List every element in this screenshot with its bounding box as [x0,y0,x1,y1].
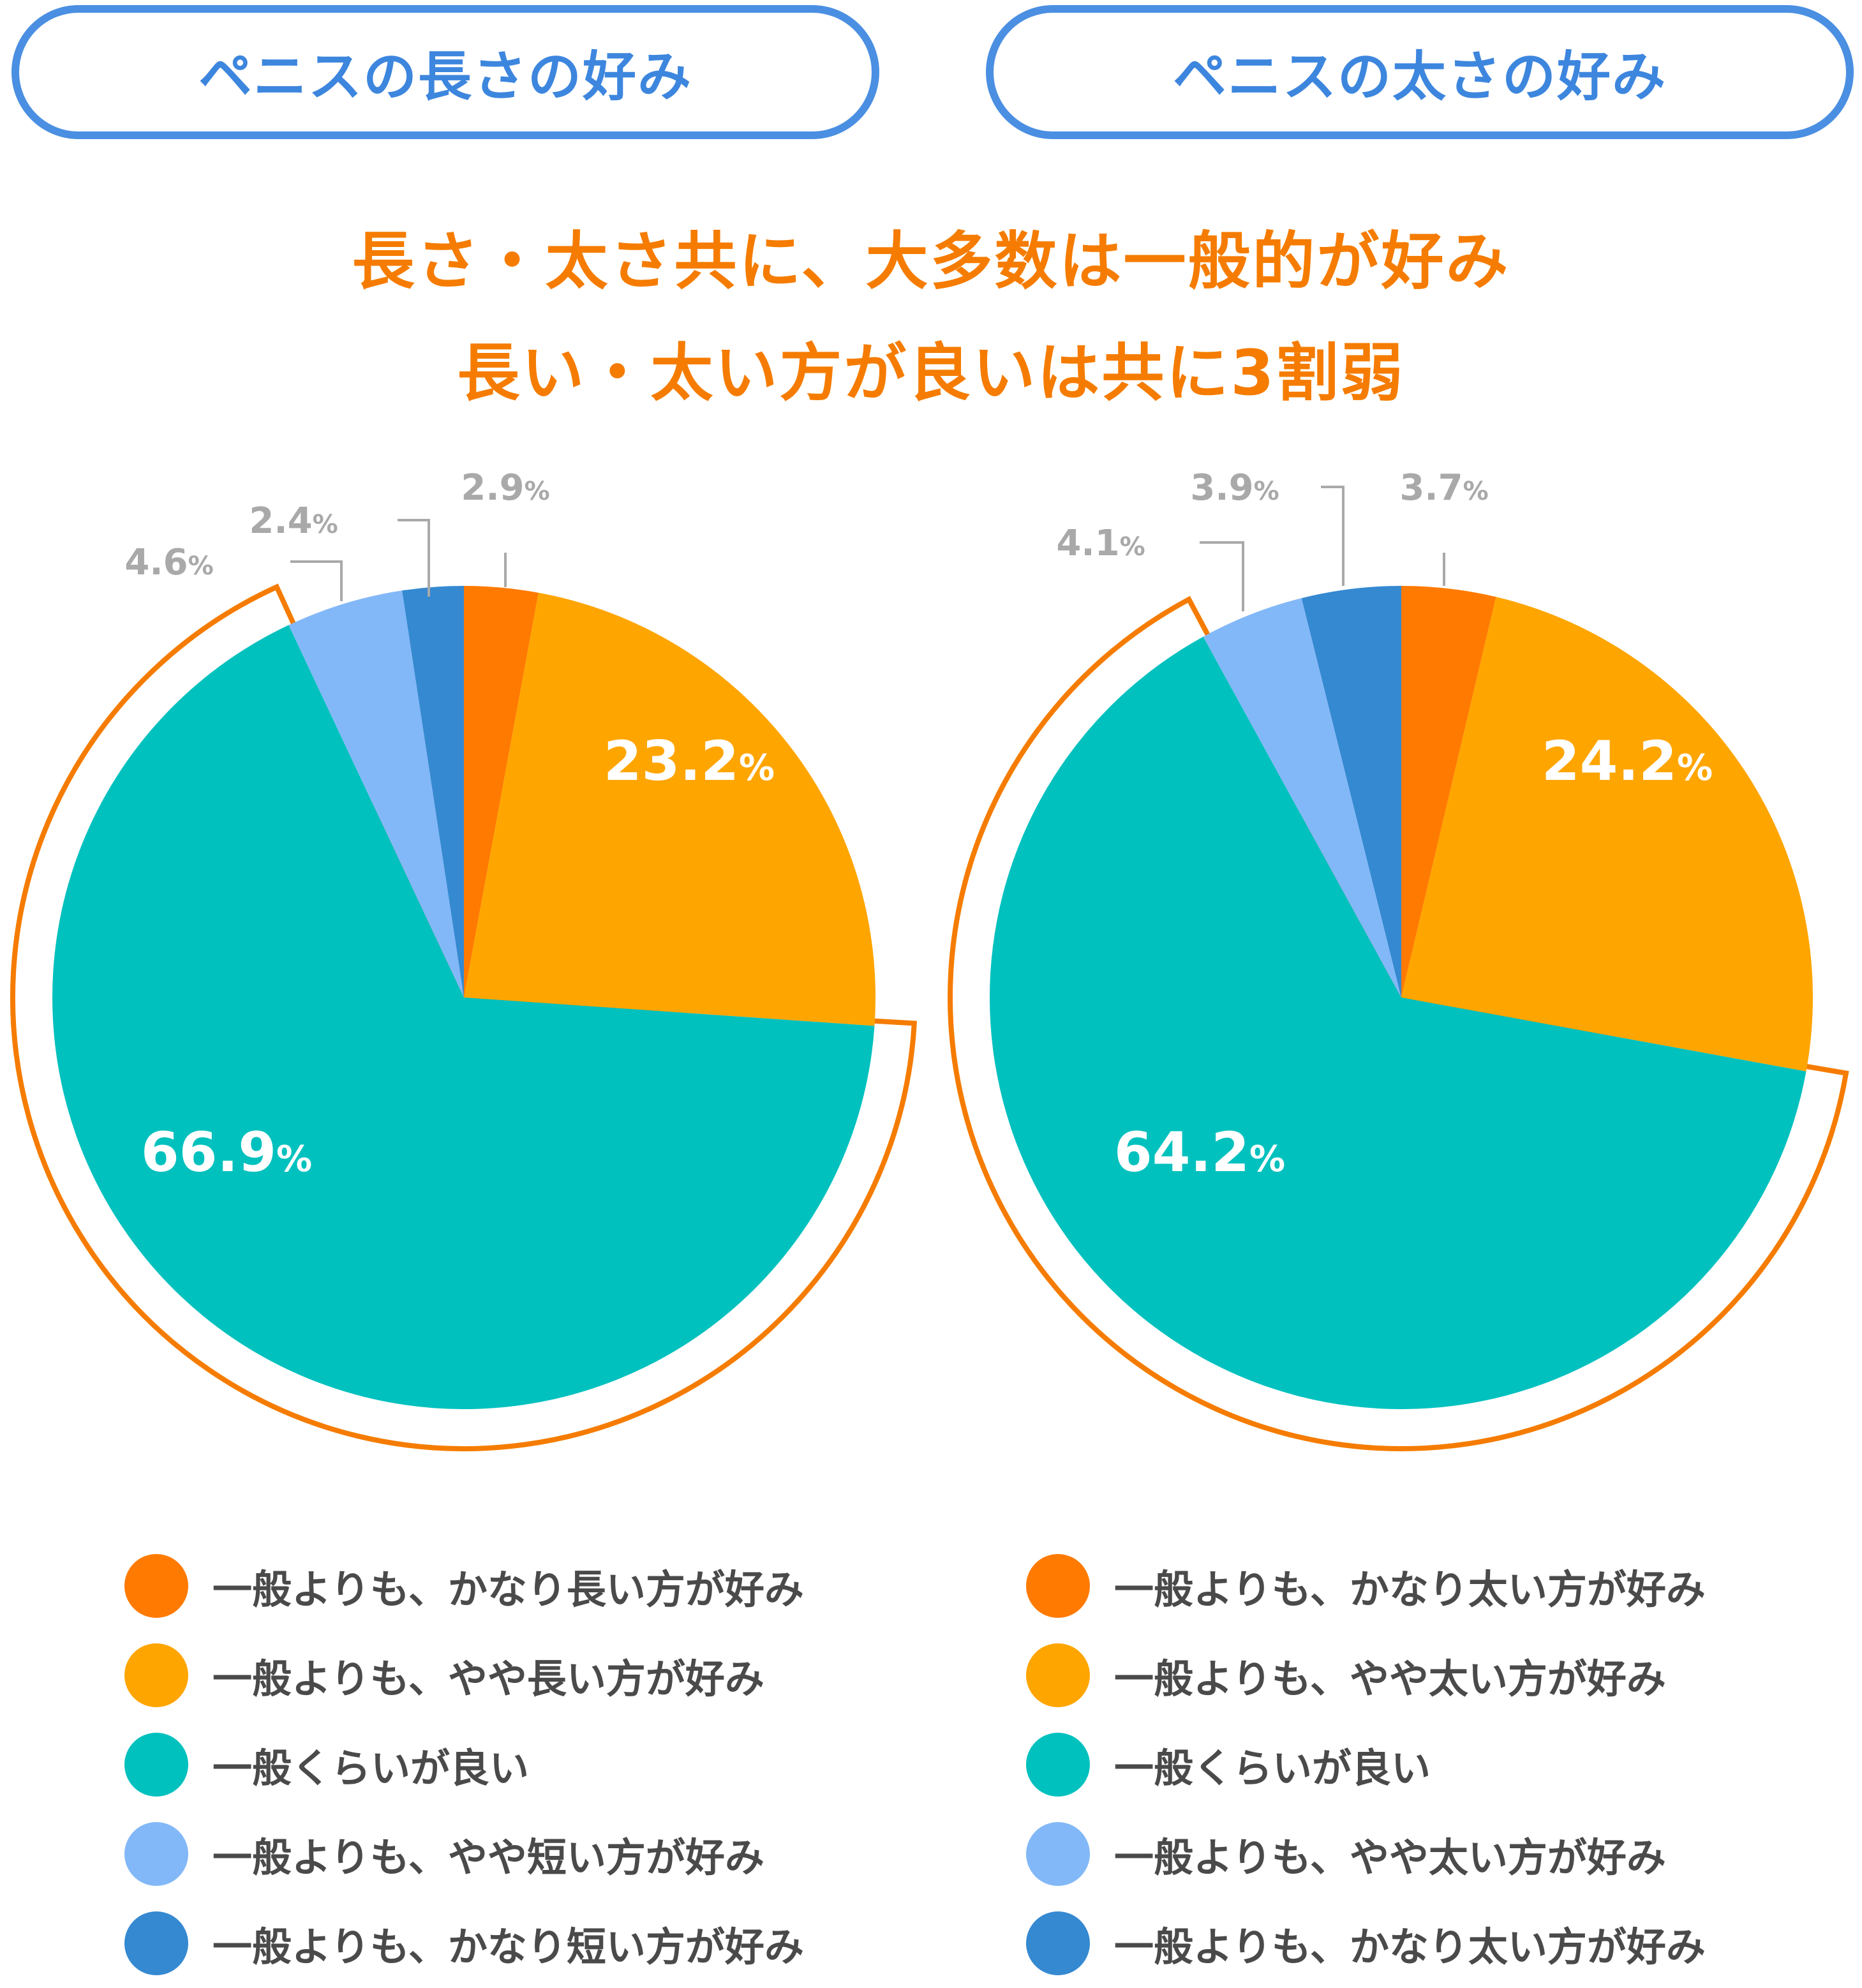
legend-label: 一般くらいが良い [212,1745,530,1791]
legend-label: 一般よりも、かなり長い方が好み [212,1566,804,1613]
legend-swatch [1026,1643,1090,1707]
legend-swatch [1026,1733,1090,1797]
legend-swatch [1026,1554,1090,1618]
headline-line-1: 長さ・太さ共に、大多数は一般的が好み [352,225,1510,298]
legend-item: 一般くらいが良い [124,1720,804,1809]
slice-value-label: 2.4% [249,500,338,542]
legend-swatch [124,1733,188,1797]
pie-slice [464,592,876,1026]
legend-swatch [124,1554,188,1618]
thickness-chart-header-text: ペニスの太さの好み [1172,45,1667,108]
legend-item: 一般よりも、かなり太い方が好み [1026,1899,1706,1988]
legend-item: 一般くらいが良い [1026,1720,1706,1809]
pie-slice [1203,598,1401,998]
legend-label: 一般よりも、かなり短い方が好み [212,1924,804,1970]
leader-line [1321,486,1344,586]
leader-line [1200,541,1244,611]
legend-swatch [124,1911,188,1975]
thickness-chart-header: ペニスの太さの好み [986,5,1854,139]
legend-item: 一般よりも、かなり短い方が好み [124,1899,804,1988]
legend-swatch [124,1822,188,1886]
legend-label: 一般よりも、やや太い方が好み [1114,1834,1666,1881]
pie-slice [402,586,464,998]
legend-label: 一般よりも、かなり太い方が好み [1114,1924,1706,1970]
legend-item: 一般よりも、かなり太い方が好み [1026,1541,1706,1631]
length-chart-header-text: ペニスの長さの好み [198,45,692,108]
legend-swatch [1026,1911,1090,1975]
pie-charts: 23.2%66.9%2.9%2.4%4.6%24.2%64.2%3.7%3.9%… [10,467,1849,1451]
legend-item: 一般よりも、やや太い方が好み [1026,1631,1706,1720]
legend-item: 一般よりも、やや短い方が好み [124,1809,804,1899]
slice-value-label: 4.1% [1056,523,1145,564]
slice-value-label: 3.9% [1190,467,1279,509]
legend-swatch [124,1643,188,1707]
slice-value-label: 3.7% [1399,467,1488,509]
slice-value-label: 4.6% [124,542,213,583]
length-legend: 一般よりも、かなり長い方が好み 一般よりも、やや長い方が好み 一般くらいが良い … [124,1541,804,1988]
leader-line [290,560,343,601]
headline-line-2: 長い・太い方が良いは共に3割弱 [457,337,1405,410]
pie-slice [1401,597,1813,1072]
pie-slice [464,586,539,998]
pie-slice [989,636,1806,1410]
leader-line [398,519,430,597]
legend-item: 一般よりも、やや長い方が好み [124,1631,804,1720]
legend-item: 一般よりも、やや太い方が好み [1026,1809,1706,1899]
legend-label: 一般よりも、かなり太い方が好み [1114,1566,1706,1613]
pie-slice [288,590,464,998]
pie-slice [1401,586,1496,998]
pie-slice [52,625,875,1410]
pie-slice [1301,585,1401,998]
legend-swatch [1026,1822,1090,1886]
legend-label: 一般よりも、やや長い方が好み [212,1655,764,1702]
slice-value-label: 2.9% [461,467,549,509]
legend-label: 一般くらいが良い [1114,1745,1431,1791]
length-chart-header: ペニスの長さの好み [11,5,879,139]
thickness-legend: 一般よりも、かなり太い方が好み 一般よりも、やや太い方が好み 一般くらいが良い … [1026,1541,1706,1988]
legend-label: 一般よりも、やや太い方が好み [1114,1655,1666,1702]
legend-label: 一般よりも、やや短い方が好み [212,1834,764,1881]
legend-item: 一般よりも、かなり長い方が好み [124,1541,804,1631]
